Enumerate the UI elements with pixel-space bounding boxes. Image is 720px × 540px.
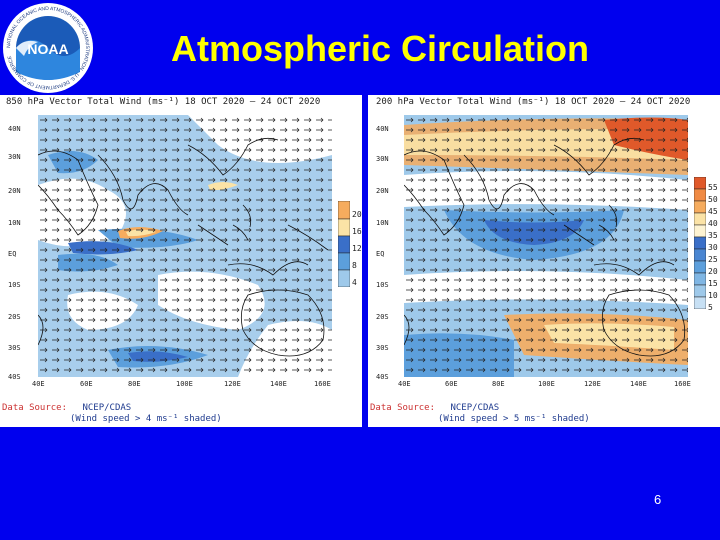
left-source-label: Data Source: [2,403,68,413]
right-cbar-20: 20 [708,267,718,276]
right-lon-40e: 40E [398,380,411,388]
left-colorbar [338,201,350,287]
right-wind-panel: 200 hPa Vector Total Wind (ms⁻¹) 18 OCT … [368,95,720,427]
left-lon-140e: 140E [270,380,287,388]
right-colorbar [694,177,706,309]
right-lon-140e: 140E [630,380,647,388]
left-data-source: Data Source: NCEP/CDAS [2,403,131,413]
right-data-source: Data Source: NCEP/CDAS [370,403,499,413]
right-lat-10n: 10N [376,219,389,227]
right-lat-20s: 20S [376,313,389,321]
left-lon-120e: 120E [224,380,241,388]
left-lat-eq: EQ [8,250,17,258]
right-wind-map [404,115,688,377]
left-lat-40n: 40N [8,125,21,133]
left-shading-note: (Wind speed > 4 ms⁻¹ shaded) [70,414,222,424]
right-lat-30n: 30N [376,155,389,163]
right-lon-60e: 60E [445,380,458,388]
right-lat-40s: 40S [376,373,389,381]
page-number: 6 [654,492,662,507]
right-cbar-35: 35 [708,231,718,240]
left-source-value: NCEP/CDAS [82,403,132,413]
logo-text: NOAA [27,41,68,57]
right-cbar-10: 10 [708,291,718,300]
left-cbar-12: 12 [352,244,362,253]
left-lon-60e: 60E [80,380,93,388]
left-wind-panel: 850 hPa Vector Total Wind (ms⁻¹) 18 OCT … [0,95,362,427]
left-lat-20n: 20N [8,187,21,195]
slide-title: Atmospheric Circulation [170,28,590,69]
right-cbar-30: 30 [708,243,718,252]
left-lon-160e: 160E [314,380,331,388]
left-cbar-16: 16 [352,227,362,236]
right-cbar-40: 40 [708,219,718,228]
right-shading-note: (Wind speed > 5 ms⁻¹ shaded) [438,414,590,424]
right-panel-title: 200 hPa Vector Total Wind (ms⁻¹) 18 OCT … [376,97,691,107]
right-lat-10s: 10S [376,281,389,289]
left-lat-40s: 40S [8,373,21,381]
right-lon-80e: 80E [492,380,505,388]
right-source-label: Data Source: [370,403,436,413]
left-lon-40e: 40E [32,380,45,388]
right-lat-30s: 30S [376,344,389,352]
right-lat-eq: EQ [376,250,385,258]
left-lon-100e: 100E [176,380,193,388]
left-lat-30s: 30S [8,344,21,352]
left-cbar-4: 4 [352,278,357,287]
right-lon-160e: 160E [674,380,691,388]
left-lat-10n: 10N [8,219,21,227]
right-lat-20n: 20N [376,187,389,195]
right-cbar-5: 5 [708,303,713,312]
right-cbar-45: 45 [708,207,718,216]
right-lat-40n: 40N [376,125,389,133]
left-cbar-8: 8 [352,261,357,270]
right-cbar-25: 25 [708,255,718,264]
right-cbar-15: 15 [708,279,718,288]
noaa-logo: NOAA NATIONAL OCEANIC AND ATMOSPHERIC AD… [3,3,93,93]
right-lon-120e: 120E [584,380,601,388]
right-source-value: NCEP/CDAS [450,403,500,413]
left-panel-title: 850 hPa Vector Total Wind (ms⁻¹) 18 OCT … [6,97,321,107]
left-lat-10s: 10S [8,281,21,289]
left-wind-map [38,115,332,377]
left-lat-20s: 20S [8,313,21,321]
right-cbar-55: 55 [708,183,718,192]
right-cbar-50: 50 [708,195,718,204]
left-cbar-20: 20 [352,210,362,219]
right-lon-100e: 100E [538,380,555,388]
left-lon-80e: 80E [128,380,141,388]
left-lat-30n: 30N [8,153,21,161]
